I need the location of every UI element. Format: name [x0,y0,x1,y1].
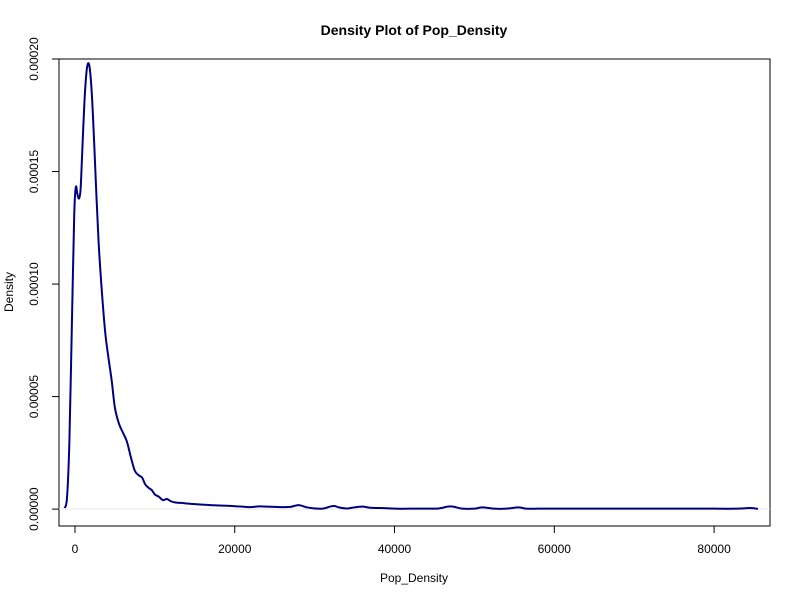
x-axis-label: Pop_Density [380,571,448,585]
density-curve [63,62,759,510]
x-tick-label: 40000 [378,542,412,556]
y-axis-label: Density [2,272,16,312]
chart-title: Density Plot of Pop_Density [321,22,508,38]
plot-frame [58,58,771,527]
y-tick-label: 0.00000 [27,487,41,531]
x-tick-label: 0 [72,542,79,556]
y-tick-label: 0.00010 [27,262,41,306]
y-axis: 0.00000 0.00005 0.00010 0.00015 0.00020 [27,37,59,531]
y-tick-label: 0.00020 [27,37,41,81]
x-axis: 0 20000 40000 60000 80000 [72,526,731,556]
x-tick-label: 20000 [218,542,252,556]
y-tick-label: 0.00015 [27,150,41,194]
x-tick-label: 60000 [538,542,572,556]
x-tick-label: 80000 [697,542,731,556]
y-tick-label: 0.00005 [27,375,41,419]
